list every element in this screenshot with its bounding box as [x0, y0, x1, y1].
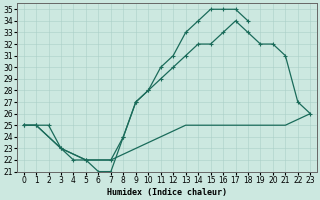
- X-axis label: Humidex (Indice chaleur): Humidex (Indice chaleur): [107, 188, 227, 197]
